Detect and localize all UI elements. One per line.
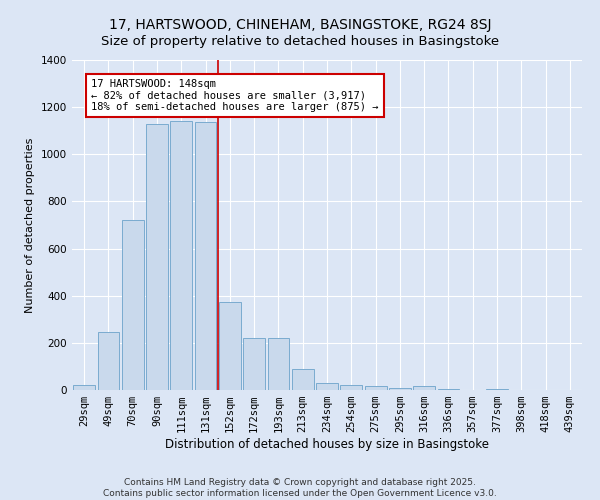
Bar	[437, 389, 460, 390]
Bar	[292, 369, 314, 390]
Bar	[365, 386, 386, 390]
Bar	[122, 220, 143, 390]
X-axis label: Distribution of detached houses by size in Basingstoke: Distribution of detached houses by size …	[165, 438, 489, 451]
Text: 17, HARTSWOOD, CHINEHAM, BASINGSTOKE, RG24 8SJ: 17, HARTSWOOD, CHINEHAM, BASINGSTOKE, RG…	[109, 18, 491, 32]
Bar	[413, 386, 435, 390]
Bar	[243, 338, 265, 390]
Bar	[316, 384, 338, 390]
Text: Contains HM Land Registry data © Crown copyright and database right 2025.
Contai: Contains HM Land Registry data © Crown c…	[103, 478, 497, 498]
Bar	[219, 302, 241, 390]
Bar	[389, 388, 411, 390]
Bar	[194, 122, 217, 390]
Bar	[340, 385, 362, 390]
Text: Size of property relative to detached houses in Basingstoke: Size of property relative to detached ho…	[101, 34, 499, 48]
Bar	[146, 124, 168, 390]
Bar	[97, 332, 119, 390]
Y-axis label: Number of detached properties: Number of detached properties	[25, 138, 35, 312]
Text: 17 HARTSWOOD: 148sqm
← 82% of detached houses are smaller (3,917)
18% of semi-de: 17 HARTSWOOD: 148sqm ← 82% of detached h…	[91, 79, 379, 112]
Bar	[73, 385, 95, 390]
Bar	[268, 338, 289, 390]
Bar	[486, 389, 508, 390]
Bar	[170, 122, 192, 390]
